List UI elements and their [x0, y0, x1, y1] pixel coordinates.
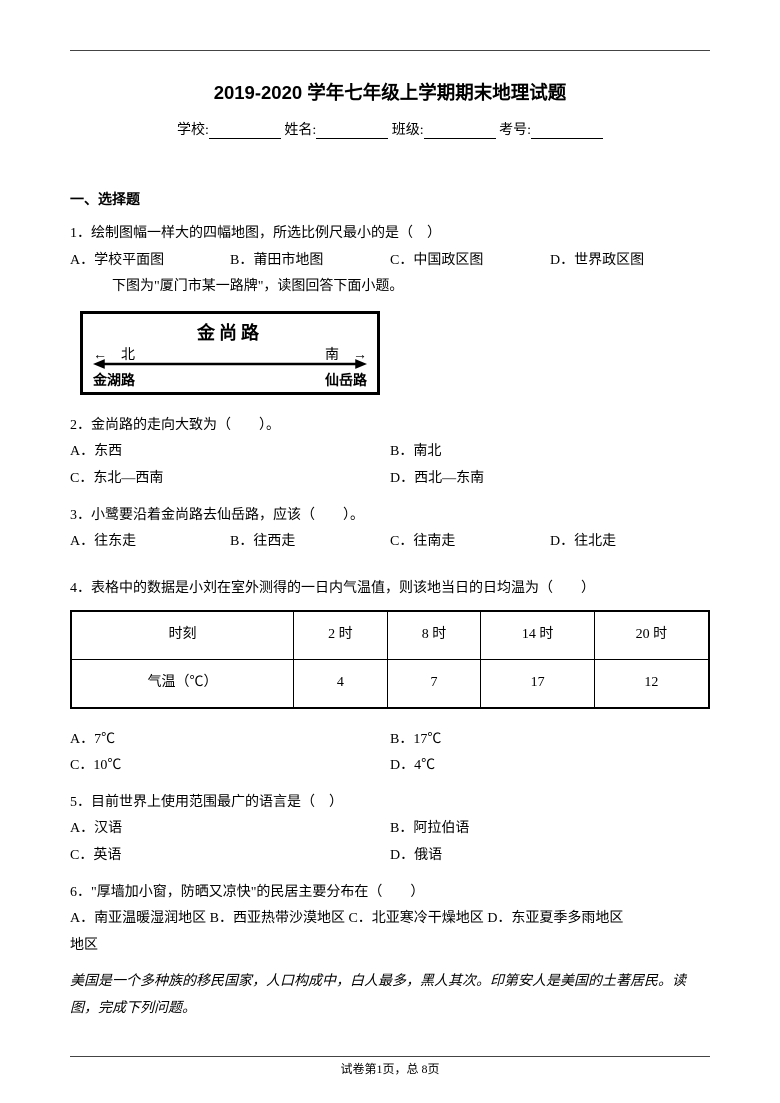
q5-stem: 5．目前世界上使用范围最广的语言是（ ） [70, 790, 710, 817]
val-2h: 4 [293, 659, 387, 707]
sign-xianyue-road: 仙岳路 [325, 370, 367, 390]
figure-intro: 下图为"厦门市某一路牌"，读图回答下面小题。 [70, 274, 710, 301]
q3-opt-d[interactable]: D．往北走 [550, 529, 710, 556]
question-1: 1．绘制图幅一样大的四幅地图，所选比例尺最小的是（ ） A．学校平面图 B．莆田… [70, 221, 710, 301]
q4-opt-d[interactable]: D．4℃ [390, 753, 710, 780]
q2-opt-b[interactable]: B．南北 [390, 439, 710, 466]
val-14h: 17 [481, 659, 594, 707]
question-6: 6．"厚墙加小窗，防晒又凉快"的民居主要分布在（ ） A．南亚温暖湿润地区 B．… [70, 880, 710, 960]
q2-opt-a[interactable]: A．东西 [70, 439, 390, 466]
blank-name[interactable] [316, 125, 388, 139]
q3-opt-c[interactable]: C．往南走 [390, 529, 550, 556]
top-divider [70, 50, 710, 51]
q6-opt-c[interactable]: C．北亚寒冷干燥地区 [348, 911, 483, 926]
table-row: 气温（℃） 4 7 17 12 [71, 659, 709, 707]
q4-opt-b[interactable]: B．17℃ [390, 727, 710, 754]
question-4: 4．表格中的数据是小刘在室外测得的一日内气温值，则该地当日的日均温为（ ） 时刻… [70, 576, 710, 780]
q6-opt-b[interactable]: B．西亚热带沙漠地区 [210, 911, 345, 926]
q1-opt-d[interactable]: D．世界政区图 [550, 248, 710, 275]
section-1-title: 一、选择题 [70, 189, 710, 209]
q5-opt-c[interactable]: C．英语 [70, 843, 390, 870]
question-2: 2．金尚路的走向大致为（ ）。 A．东西 B．南北 C．东北—西南 D．西北—东… [70, 413, 710, 493]
q5-opt-d[interactable]: D．俄语 [390, 843, 710, 870]
sign-arrow-line [93, 363, 367, 365]
temperature-table: 时刻 2 时 8 时 14 时 20 时 气温（℃） 4 7 17 12 [70, 610, 710, 708]
q4-stem: 4．表格中的数据是小刘在室外测得的一日内气温值，则该地当日的日均温为（ ） [70, 576, 710, 603]
blank-examno[interactable] [531, 125, 603, 139]
sign-jinhu-road: 金湖路 [93, 370, 135, 390]
th-time: 时刻 [71, 611, 293, 659]
q6-opt-d[interactable]: D．东亚夏季多雨地区 [487, 911, 623, 926]
q2-stem: 2．金尚路的走向大致为（ ）。 [70, 413, 710, 440]
footer-divider [70, 1056, 710, 1057]
q6-stem: 6．"厚墙加小窗，防晒又凉快"的民居主要分布在（ ） [70, 880, 710, 907]
th-20h: 20 时 [594, 611, 709, 659]
label-school: 学校: [177, 123, 209, 138]
q5-opt-b[interactable]: B．阿拉伯语 [390, 816, 710, 843]
label-class: 班级: [392, 123, 424, 138]
passage-text: 美国是一个多种族的移民国家，人口构成中，白人最多，黑人其次。印第安人是美国的土著… [70, 969, 710, 1022]
q1-opt-c[interactable]: C．中国政区图 [390, 248, 550, 275]
page-title: 2019-2020 学年七年级上学期期末地理试题 [70, 79, 710, 105]
student-info-line: 学校: 姓名: 班级: 考号: [70, 119, 710, 139]
q5-opt-a[interactable]: A．汉语 [70, 816, 390, 843]
road-sign-figure: 金尚路 ← 北 南 → 金湖路 仙岳路 [80, 311, 380, 395]
q3-opt-b[interactable]: B．往西走 [230, 529, 390, 556]
th-8h: 8 时 [387, 611, 481, 659]
q6-tail: 地区 [70, 933, 710, 960]
q2-opt-c[interactable]: C．东北—西南 [70, 466, 390, 493]
question-5: 5．目前世界上使用范围最广的语言是（ ） A．汉语 B．阿拉伯语 C．英语 D．… [70, 790, 710, 870]
q2-opt-d[interactable]: D．西北—东南 [390, 466, 710, 493]
page-footer: 试卷第1页，总 8页 [0, 1060, 780, 1077]
label-name: 姓名: [284, 123, 316, 138]
q3-stem: 3．小鹭要沿着金尚路去仙岳路，应该（ ）。 [70, 503, 710, 530]
th-14h: 14 时 [481, 611, 594, 659]
question-3: 3．小鹭要沿着金尚路去仙岳路，应该（ ）。 A．往东走 B．往西走 C．往南走 … [70, 503, 710, 556]
q3-opt-a[interactable]: A．往东走 [70, 529, 230, 556]
q1-opt-a[interactable]: A．学校平面图 [70, 248, 230, 275]
blank-school[interactable] [209, 125, 281, 139]
q1-opt-b[interactable]: B．莆田市地图 [230, 248, 390, 275]
label-examno: 考号: [499, 123, 531, 138]
q4-opt-c[interactable]: C．10℃ [70, 753, 390, 780]
q6-opt-a[interactable]: A．南亚温暖湿润地区 [70, 911, 206, 926]
sign-road-name: 金尚路 [83, 319, 377, 345]
val-8h: 7 [387, 659, 481, 707]
q4-opt-a[interactable]: A．7℃ [70, 727, 390, 754]
table-row: 时刻 2 时 8 时 14 时 20 时 [71, 611, 709, 659]
row-label: 气温（℃） [71, 659, 293, 707]
th-2h: 2 时 [293, 611, 387, 659]
q1-stem: 1．绘制图幅一样大的四幅地图，所选比例尺最小的是（ ） [70, 221, 710, 248]
val-20h: 12 [594, 659, 709, 707]
blank-class[interactable] [424, 125, 496, 139]
